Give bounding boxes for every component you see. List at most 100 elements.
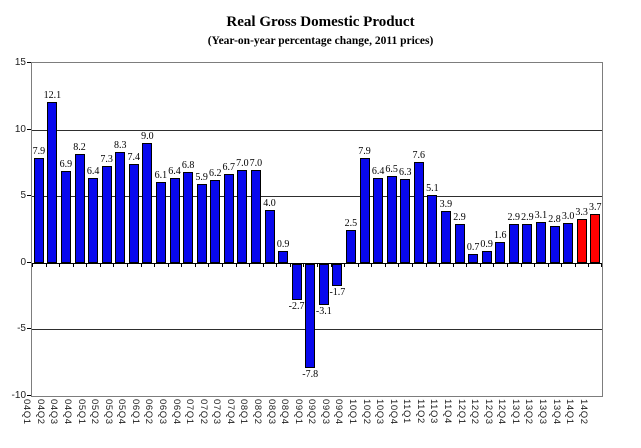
x-axis-label: 13Q2: [523, 399, 535, 425]
bar-value-label: 2.9: [453, 212, 466, 224]
bar-value-label: 6.8: [181, 160, 195, 172]
bar: [155, 181, 166, 263]
bar-value-label: 6.5: [385, 164, 398, 176]
gridline: [32, 329, 602, 330]
bar: [264, 209, 275, 263]
bar-value-label: 6.9: [59, 158, 73, 170]
bar: [522, 224, 533, 263]
category-axis-tick: [439, 264, 440, 267]
x-axis-label: 04Q4: [62, 399, 73, 425]
bar: [183, 172, 194, 263]
x-axis-label: 08Q1: [238, 399, 250, 425]
bar-value-label: 9.0: [141, 130, 154, 142]
bar-value-label: 6.3: [398, 166, 412, 178]
bar-value-label: 6.4: [86, 165, 100, 177]
x-axis-label: 10Q2: [360, 399, 372, 425]
bar: [223, 173, 234, 263]
bar-value-label: 7.0: [236, 157, 249, 169]
bar: [250, 169, 261, 263]
x-axis-label: 06Q4: [170, 399, 182, 425]
category-axis-tick: [168, 264, 169, 267]
bar: [373, 177, 384, 263]
category-axis-tick: [195, 264, 196, 267]
category-axis-tick: [86, 264, 87, 267]
bar-value-label: 5.9: [195, 172, 208, 184]
bar: [47, 101, 58, 263]
y-axis-label: 5: [20, 190, 26, 201]
bar-value-label: 4.0: [263, 197, 276, 209]
category-axis-tick: [507, 264, 508, 267]
x-axis-label: 09Q4: [333, 399, 345, 425]
bar-value-label: 5.1: [426, 182, 439, 194]
bar: [88, 177, 99, 263]
x-axis-label: 14Q1: [564, 399, 576, 425]
category-axis-tick: [263, 264, 264, 267]
bar-value-label: 7.4: [127, 152, 141, 164]
bar-value-label: -1.7: [329, 287, 346, 299]
bar: [169, 177, 180, 263]
bar: [74, 153, 85, 263]
y-axis-label: -10: [11, 390, 26, 401]
x-axis-label: 12Q3: [482, 399, 494, 425]
category-axis-tick: [249, 264, 250, 267]
category-axis-tick: [521, 264, 522, 267]
plot-area: 7.9 12.1 6.9 8.2 6.4 7.3 8.3 7.4 9.0 6.1 6.4 6.8 5.9…: [31, 62, 603, 397]
category-axis-tick: [46, 264, 47, 267]
bar-value-label: -3.1: [315, 306, 332, 318]
x-axis-label: 11Q4: [442, 399, 453, 424]
chart-subtitle: (Year-on-year percentage change, 2011 pr…: [207, 35, 434, 47]
y-axis-tick: [27, 62, 31, 63]
bar-value-label: 2.9: [507, 212, 521, 224]
y-axis-tick: [27, 129, 31, 130]
bar: [332, 263, 343, 287]
bar-value-label: 6.7: [222, 161, 236, 173]
bar: [142, 142, 153, 263]
bar: [454, 224, 465, 263]
x-axis-label: 04Q3: [48, 399, 60, 425]
x-axis-label: 06Q2: [143, 399, 155, 425]
category-axis-tick: [331, 264, 332, 267]
y-axis-tick: [27, 395, 31, 396]
bar: [33, 157, 44, 263]
x-axis-label: 04Q2: [34, 399, 46, 425]
chart-title: Real Gross Domestic Product: [226, 14, 415, 30]
bar-value-label: 12.1: [43, 89, 62, 101]
x-axis-label: 08Q2: [252, 399, 263, 425]
category-axis-tick: [453, 264, 454, 267]
y-axis-label: 0: [20, 257, 26, 268]
bar: [115, 152, 126, 263]
category-axis-tick: [100, 264, 101, 267]
bar-value-label: -2.7: [288, 300, 305, 312]
bar: [305, 263, 316, 368]
y-axis-label: -5: [17, 323, 26, 334]
bar-value-label: 6.4: [371, 165, 385, 177]
zero-axis-line: [32, 263, 602, 264]
bar: [563, 222, 574, 263]
x-axis-label: 12Q4: [496, 399, 508, 425]
bar: [535, 221, 546, 263]
category-axis-tick: [32, 264, 33, 267]
y-axis-tick: [27, 262, 31, 263]
category-axis-tick: [601, 264, 602, 267]
category-axis-tick: [290, 264, 291, 267]
category-axis-tick: [73, 264, 74, 267]
category-axis-tick: [236, 264, 237, 267]
category-axis-tick: [181, 264, 182, 267]
category-axis-tick: [466, 264, 467, 267]
x-axis-label: 06Q3: [157, 399, 168, 425]
bar-value-label: 3.3: [575, 206, 588, 218]
bar: [590, 213, 601, 263]
bar-value-label: 6.4: [168, 165, 181, 177]
bar-value-label: 2.8: [548, 213, 561, 225]
gridline: [32, 130, 602, 131]
category-axis-tick: [113, 264, 114, 267]
category-axis-tick: [412, 264, 413, 267]
bar: [413, 161, 424, 263]
bar-value-label: 3.1: [534, 209, 548, 221]
category-axis-tick: [276, 264, 277, 267]
y-axis-label: 15: [14, 57, 26, 68]
category-axis-tick: [141, 264, 142, 267]
x-axis-label: 07Q4: [224, 399, 236, 425]
bar: [60, 170, 71, 263]
